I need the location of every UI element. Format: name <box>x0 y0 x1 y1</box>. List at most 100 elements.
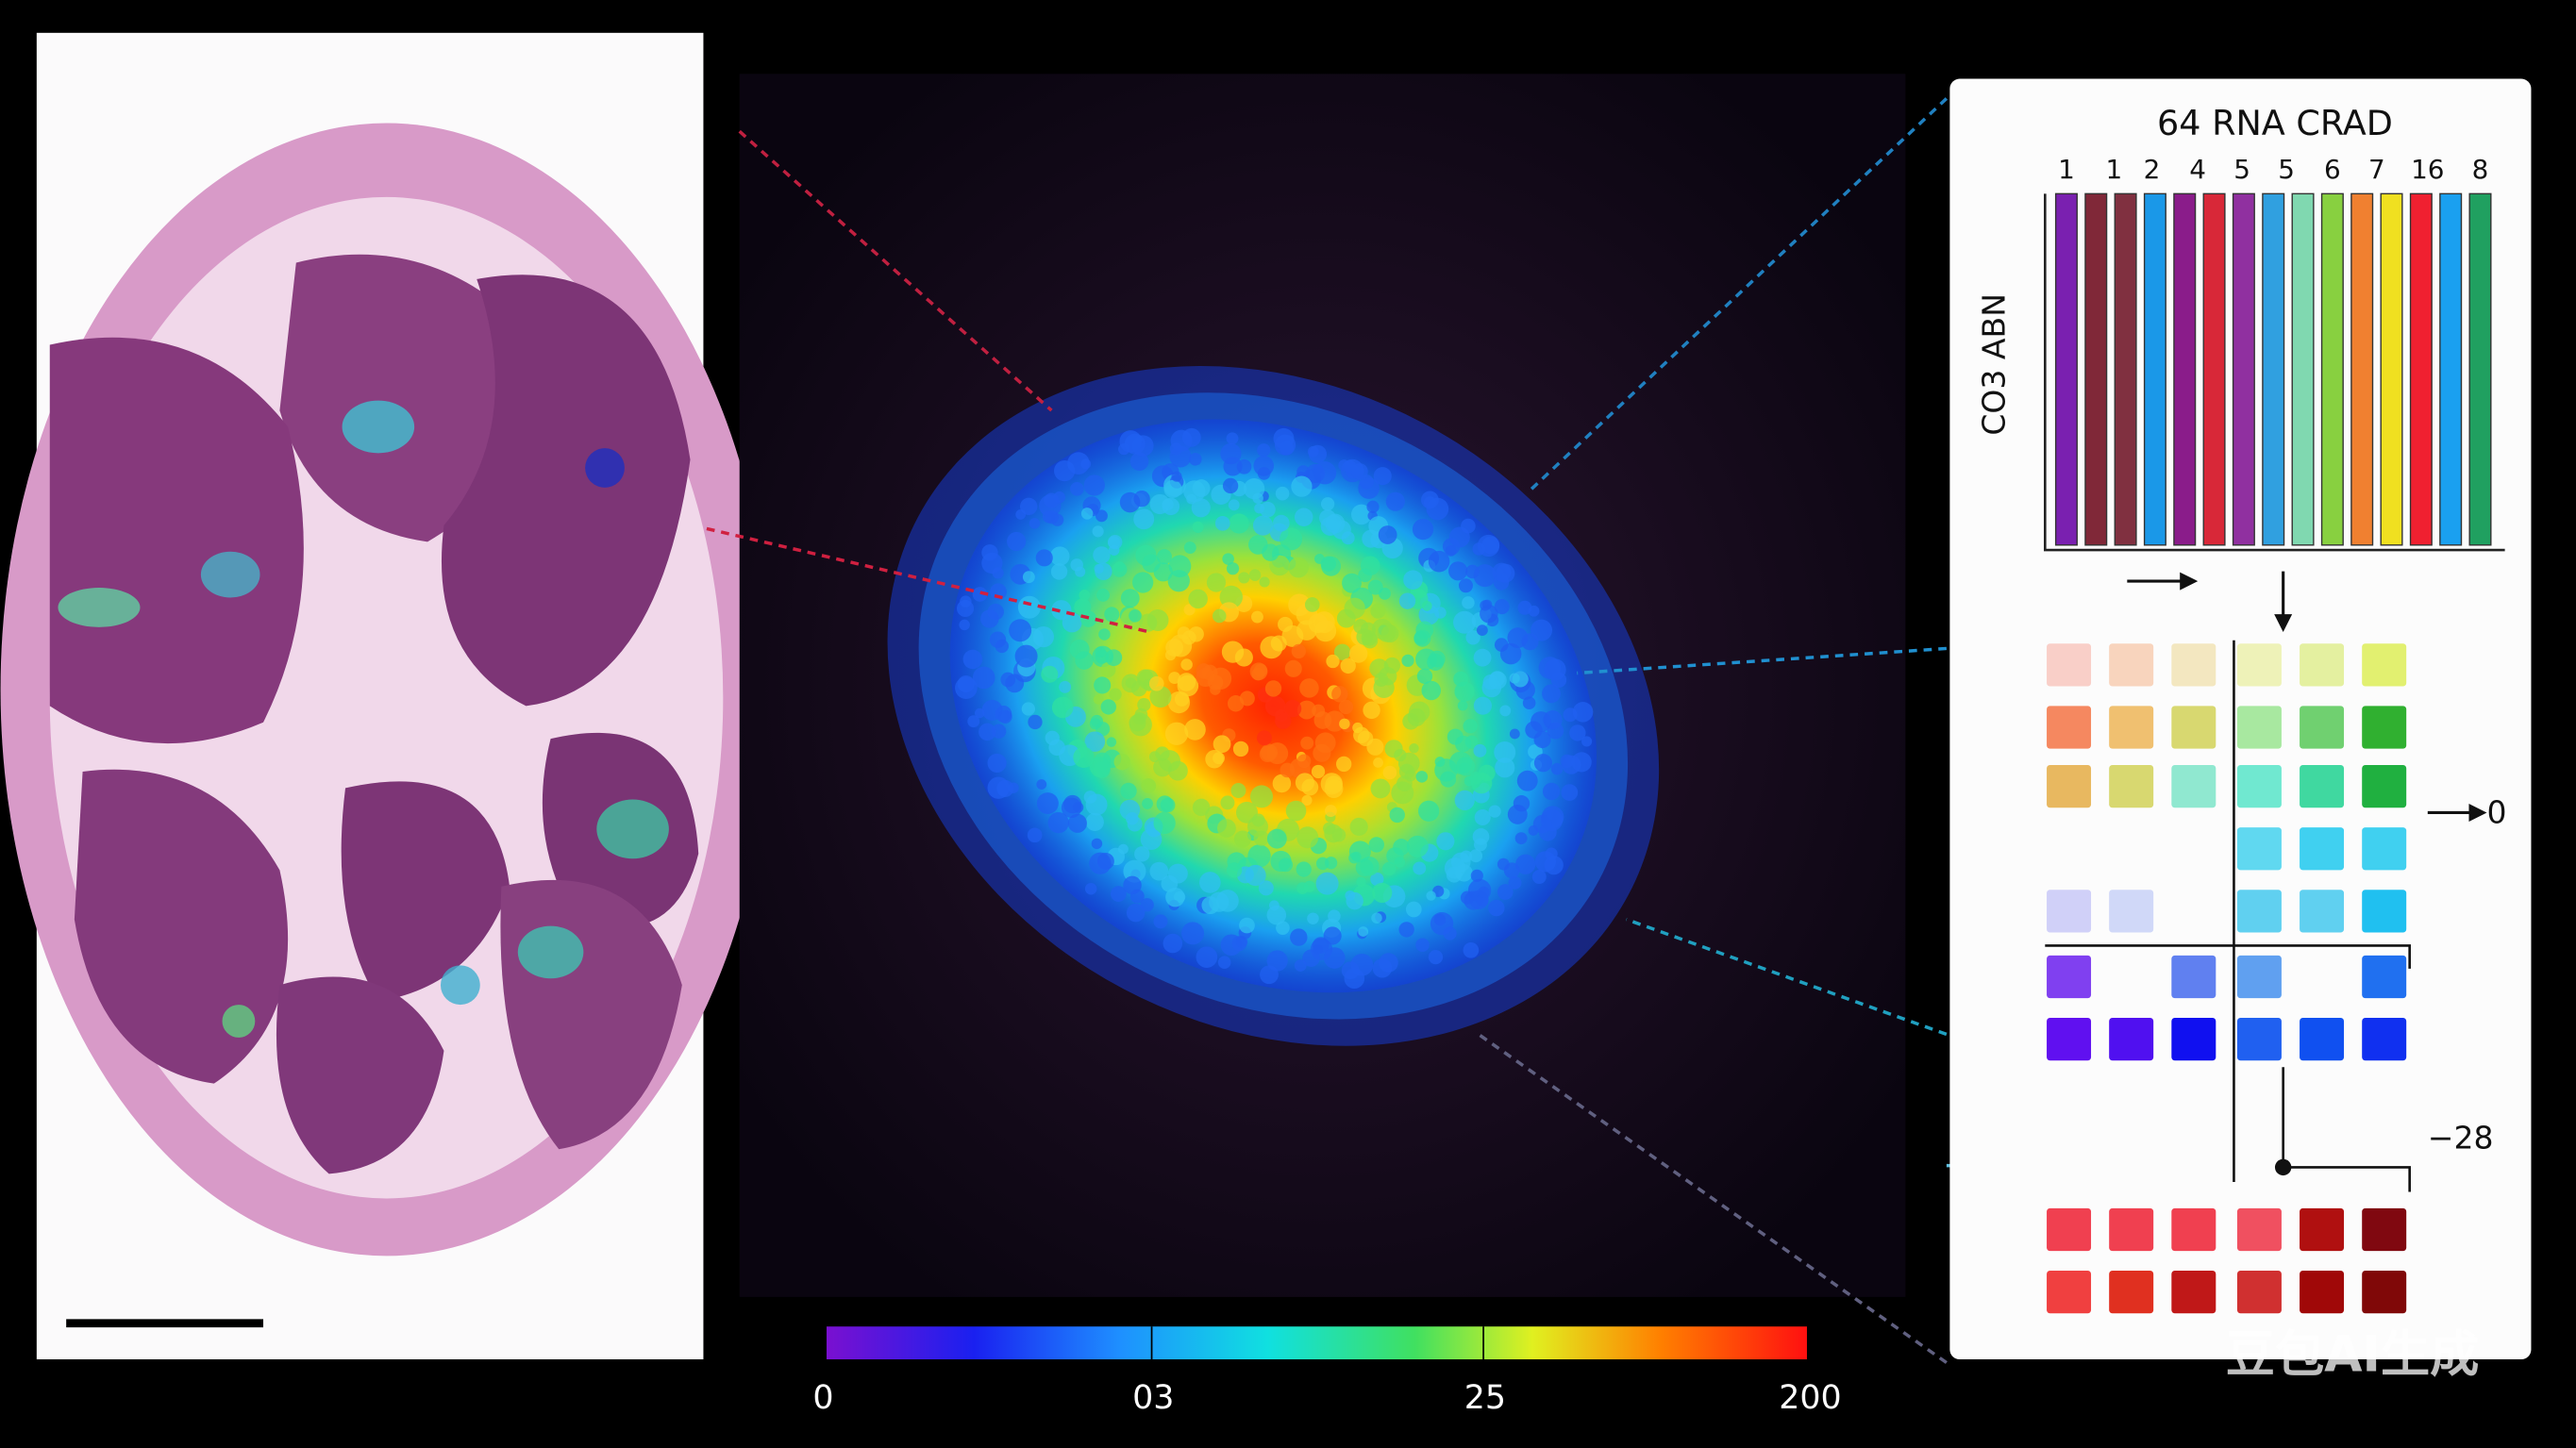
cell-dot <box>1488 899 1505 917</box>
cell-dot <box>1275 486 1290 501</box>
cell-dot <box>1324 857 1338 870</box>
cell-dot <box>1129 609 1142 623</box>
cell-dot <box>1428 550 1450 573</box>
cell-dot <box>1533 730 1551 749</box>
cell-dot <box>1249 785 1273 808</box>
cell-dot <box>1474 808 1491 826</box>
cell-dot <box>1311 764 1326 779</box>
cell-dot <box>1050 563 1068 580</box>
cell-dot <box>1453 610 1477 634</box>
cell-dot <box>1075 651 1094 670</box>
cell-dot <box>1542 684 1561 704</box>
column-label: 5 <box>2233 154 2250 185</box>
cell-dot <box>1199 872 1221 893</box>
cell-dot <box>1183 604 1196 616</box>
cell-dot <box>1222 553 1234 565</box>
cell-dot <box>1080 508 1094 520</box>
cell-dot <box>1251 610 1263 624</box>
cell-dot <box>1531 619 1553 641</box>
column-label: 2 <box>2144 154 2161 185</box>
cell-dot <box>1142 797 1153 809</box>
cell-dot <box>1027 827 1043 843</box>
cell-dot <box>1036 792 1059 815</box>
cell-dot <box>1105 649 1123 667</box>
heatmap-cell <box>2300 1271 2345 1314</box>
cell-dot <box>1029 518 1041 529</box>
cell-dot <box>1079 589 1091 601</box>
gene-bar <box>2202 192 2226 546</box>
cell-dot <box>1401 654 1414 667</box>
heatmap-cell <box>2109 706 2154 749</box>
cell-dot <box>1493 574 1510 591</box>
cell-dot <box>1349 817 1368 837</box>
cell-dot <box>1370 603 1386 619</box>
cell-dot <box>1142 554 1161 574</box>
cell-dot <box>1160 797 1176 813</box>
column-labels: 1 1 2 4 5 5 6 7 16 8 <box>2058 154 2488 185</box>
cell-dot <box>1098 628 1111 641</box>
cell-dot <box>1434 607 1447 619</box>
heatmap-cell <box>2109 1018 2154 1061</box>
cell-dot <box>1515 854 1536 874</box>
cell-dot <box>1474 838 1487 852</box>
cell-dot <box>1201 896 1220 915</box>
cell-dot <box>996 779 1014 797</box>
heatmap-cell <box>2047 706 2092 749</box>
cell-dot <box>1090 714 1104 728</box>
cell-dot <box>1180 658 1193 671</box>
cell-dot <box>1571 752 1592 773</box>
cell-dot <box>1262 543 1280 561</box>
cell-dot <box>1035 549 1053 567</box>
cell-dot <box>1017 595 1041 619</box>
cell-dot <box>1123 875 1142 895</box>
cell-dot <box>1276 921 1290 935</box>
cell-dot <box>1226 432 1239 445</box>
cell-dot <box>1300 736 1314 750</box>
cell-dot <box>1509 673 1520 684</box>
cell-dot <box>1074 598 1092 616</box>
cell-dot <box>1368 837 1384 853</box>
cell-dot <box>1059 680 1072 693</box>
heatmap-cell <box>2300 643 2345 687</box>
cell-dot <box>1251 667 1265 681</box>
colorbar-label: 200 <box>1779 1379 1841 1417</box>
cell-dot <box>1226 562 1240 575</box>
heatmap-cell <box>2171 765 2216 808</box>
gene-bar <box>2439 192 2463 546</box>
gene-bar <box>2350 192 2374 546</box>
cell-dot <box>1220 795 1235 810</box>
cell-dot <box>1165 887 1185 907</box>
cell-dot <box>1229 513 1249 534</box>
cell-dot <box>1313 461 1337 485</box>
cell-dot <box>1192 798 1211 817</box>
cell-dot <box>1465 630 1480 645</box>
watermark: 豆包AI生成 <box>2226 1326 2480 1383</box>
cell-dot <box>1258 880 1274 896</box>
heatmap-cell <box>2300 1018 2345 1061</box>
column-label: 6 <box>2324 154 2341 185</box>
heatmap-cell <box>2236 1207 2282 1252</box>
cell-dot <box>1331 686 1348 703</box>
cell-dot <box>1109 688 1122 701</box>
cell-dot <box>1092 525 1104 538</box>
heatmap-cell <box>2047 890 2092 933</box>
cell-dot <box>1296 700 1316 720</box>
colorbar-labels: 0 03 25 200 <box>812 1379 1841 1417</box>
cell-dot <box>1019 497 1038 516</box>
cell-dot <box>1374 673 1389 687</box>
cell-dot <box>1457 700 1468 711</box>
heatmap-cell <box>2109 1271 2154 1314</box>
heatmap-cell <box>2362 765 2407 808</box>
cell-dot <box>1167 863 1188 884</box>
cell-dot <box>1409 743 1419 754</box>
column-label: 16 <box>2411 154 2444 185</box>
cell-dot <box>1403 570 1423 590</box>
cell-dot <box>1351 463 1368 480</box>
heatmap-cell <box>2236 706 2282 749</box>
cell-dot <box>1167 760 1188 781</box>
cell-dot <box>1307 912 1319 924</box>
cell-dot <box>1507 627 1529 649</box>
cell-dot <box>1248 569 1262 581</box>
